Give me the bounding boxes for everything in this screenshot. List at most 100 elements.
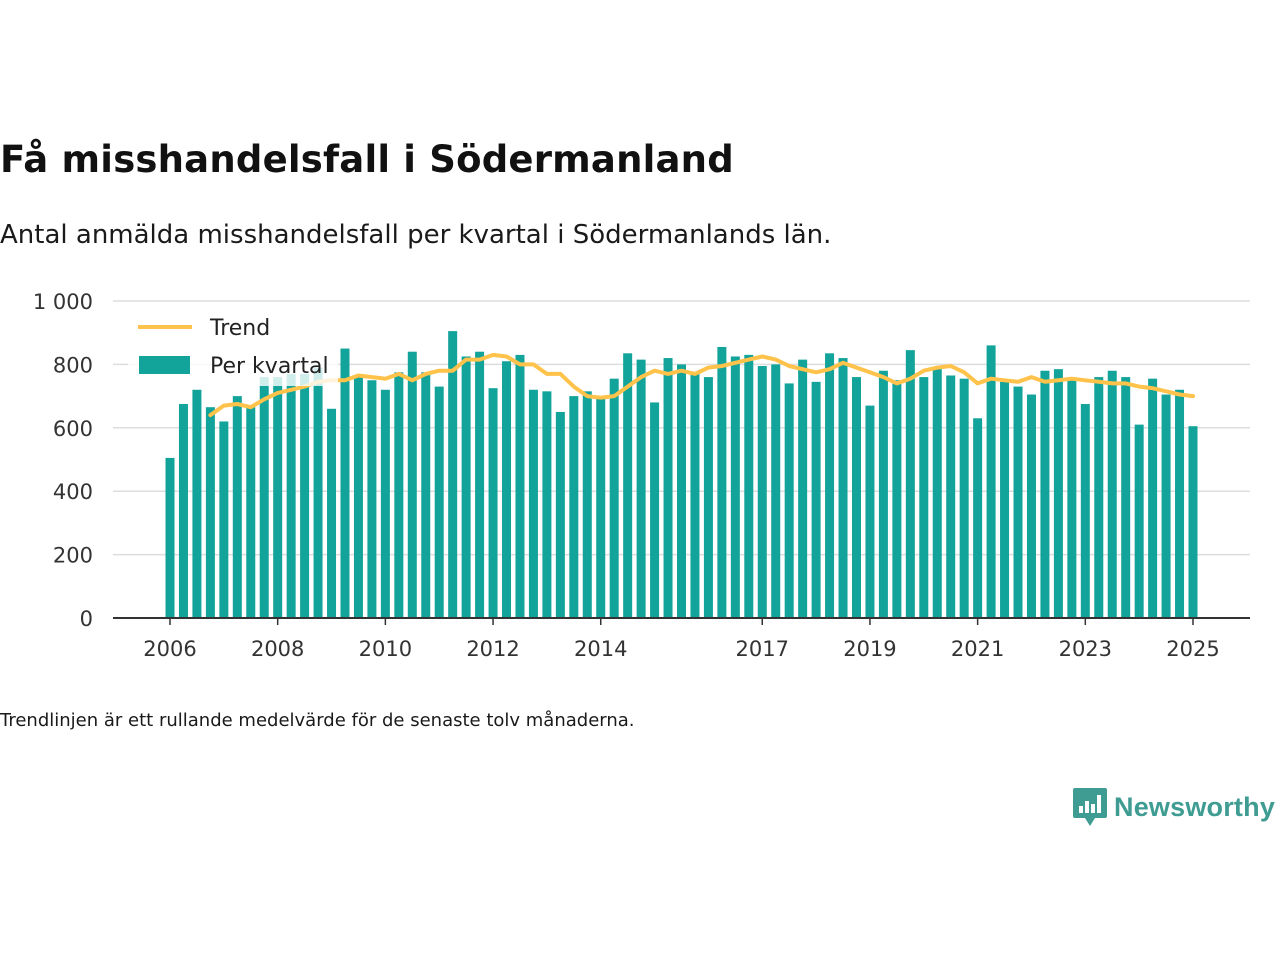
bar[interactable] [825, 353, 835, 618]
bar[interactable] [798, 359, 808, 618]
bar[interactable] [986, 345, 996, 618]
bar[interactable] [1121, 377, 1131, 618]
bar[interactable] [340, 348, 350, 618]
y-tick-label: 1 000 [33, 290, 93, 314]
bar[interactable] [394, 372, 404, 618]
bar[interactable] [1026, 394, 1036, 618]
bar[interactable] [703, 377, 713, 618]
bar[interactable] [636, 359, 646, 618]
bar[interactable] [892, 380, 902, 618]
bar[interactable] [219, 421, 229, 618]
brand[interactable]: Newsworthy [1072, 786, 1275, 828]
bar[interactable] [1000, 381, 1010, 618]
bar[interactable] [555, 411, 565, 618]
bar[interactable] [286, 373, 296, 618]
bar[interactable] [811, 381, 821, 618]
bar[interactable] [178, 404, 188, 618]
bar[interactable] [407, 351, 417, 618]
x-tick-label: 2021 [951, 637, 1004, 661]
y-tick-label: 400 [53, 480, 93, 504]
bar[interactable] [313, 367, 323, 618]
trend-series [208, 352, 1195, 418]
bar[interactable] [515, 354, 525, 618]
bar[interactable] [905, 350, 915, 618]
bar[interactable] [865, 405, 875, 618]
bar[interactable] [232, 396, 242, 618]
bar[interactable] [1148, 378, 1158, 618]
newsworthy-logo-icon [1073, 788, 1107, 826]
bar-series [165, 331, 1198, 618]
bar[interactable] [273, 377, 283, 618]
bar[interactable] [1013, 386, 1023, 618]
bar[interactable] [663, 358, 673, 618]
x-tick-label: 2006 [143, 637, 196, 661]
bar[interactable] [1053, 369, 1063, 618]
bar[interactable] [851, 377, 861, 618]
bar[interactable] [1067, 380, 1077, 618]
bar[interactable] [542, 391, 552, 618]
chart-title: Få misshandelsfall i Södermanland [0, 138, 734, 181]
bar[interactable] [744, 354, 754, 618]
x-tick-label: 2010 [359, 637, 412, 661]
bar[interactable] [165, 457, 175, 618]
legend-label: Per kvartal [210, 354, 329, 379]
bar[interactable] [623, 353, 633, 618]
bar[interactable] [1040, 370, 1050, 618]
bar[interactable] [434, 386, 444, 618]
bar[interactable] [353, 375, 363, 618]
bar[interactable] [717, 346, 727, 618]
bar[interactable] [730, 356, 740, 618]
bar[interactable] [1094, 377, 1104, 618]
bar[interactable] [1161, 394, 1171, 618]
bar[interactable] [919, 377, 929, 618]
bar[interactable] [690, 372, 700, 618]
x-tick-label: 2017 [736, 637, 789, 661]
bar[interactable] [771, 364, 781, 618]
bar[interactable] [1134, 424, 1144, 618]
bar[interactable] [757, 365, 767, 618]
bar[interactable] [596, 396, 606, 618]
footnote: Trendlinjen är ett rullande medelvärde f… [0, 710, 635, 731]
bar[interactable] [1188, 426, 1198, 618]
bar[interactable] [421, 372, 431, 618]
bar[interactable] [502, 361, 512, 618]
x-tick-label: 2012 [466, 637, 519, 661]
chart-legend[interactable]: Trend Per kvartal [128, 310, 338, 386]
bar[interactable] [932, 367, 942, 618]
bar[interactable] [488, 388, 498, 618]
x-tick-label: 2019 [843, 637, 896, 661]
chart-subtitle: Antal anmälda misshandelsfall per kvarta… [0, 220, 832, 250]
bar[interactable] [973, 418, 983, 618]
bar[interactable] [609, 378, 619, 618]
bar[interactable] [784, 383, 794, 618]
bar[interactable] [677, 364, 686, 618]
bar[interactable] [367, 380, 377, 618]
x-tick-label: 2023 [1059, 637, 1112, 661]
bar[interactable] [475, 351, 485, 618]
bar[interactable] [380, 389, 390, 618]
bar[interactable] [582, 391, 592, 618]
bar[interactable] [878, 370, 888, 618]
x-tick-label: 2025 [1166, 637, 1219, 661]
bar[interactable] [246, 407, 256, 618]
bar[interactable] [569, 396, 579, 618]
bar[interactable] [650, 402, 660, 618]
y-tick-label: 800 [53, 353, 93, 377]
bar[interactable] [205, 407, 215, 618]
bar[interactable] [1080, 404, 1090, 618]
bar[interactable] [327, 408, 337, 618]
bar[interactable] [838, 358, 848, 618]
bar[interactable] [192, 389, 202, 618]
bar[interactable] [259, 377, 269, 618]
bar[interactable] [461, 356, 471, 618]
y-tick-label: 200 [53, 544, 93, 568]
bar[interactable] [528, 389, 538, 618]
trend-line[interactable] [208, 352, 1195, 418]
bar[interactable] [946, 375, 956, 618]
bar[interactable] [1107, 370, 1117, 618]
bar[interactable] [448, 331, 458, 618]
x-axis: 2006 2008 2010 2012 2014 2017 2019 2021 2023 2025 [113, 617, 1250, 661]
bar[interactable] [959, 378, 969, 618]
bar[interactable] [1175, 389, 1185, 618]
bar[interactable] [300, 373, 310, 618]
